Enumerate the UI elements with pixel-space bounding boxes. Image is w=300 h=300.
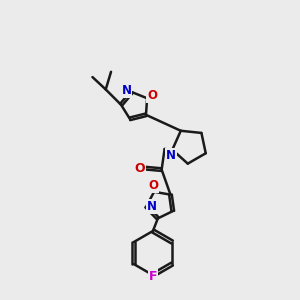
Text: O: O	[148, 179, 158, 192]
Text: N: N	[166, 148, 176, 161]
Text: N: N	[122, 84, 131, 97]
Text: N: N	[147, 200, 157, 213]
Text: O: O	[147, 89, 158, 102]
Text: F: F	[149, 270, 157, 283]
Text: O: O	[134, 162, 145, 175]
